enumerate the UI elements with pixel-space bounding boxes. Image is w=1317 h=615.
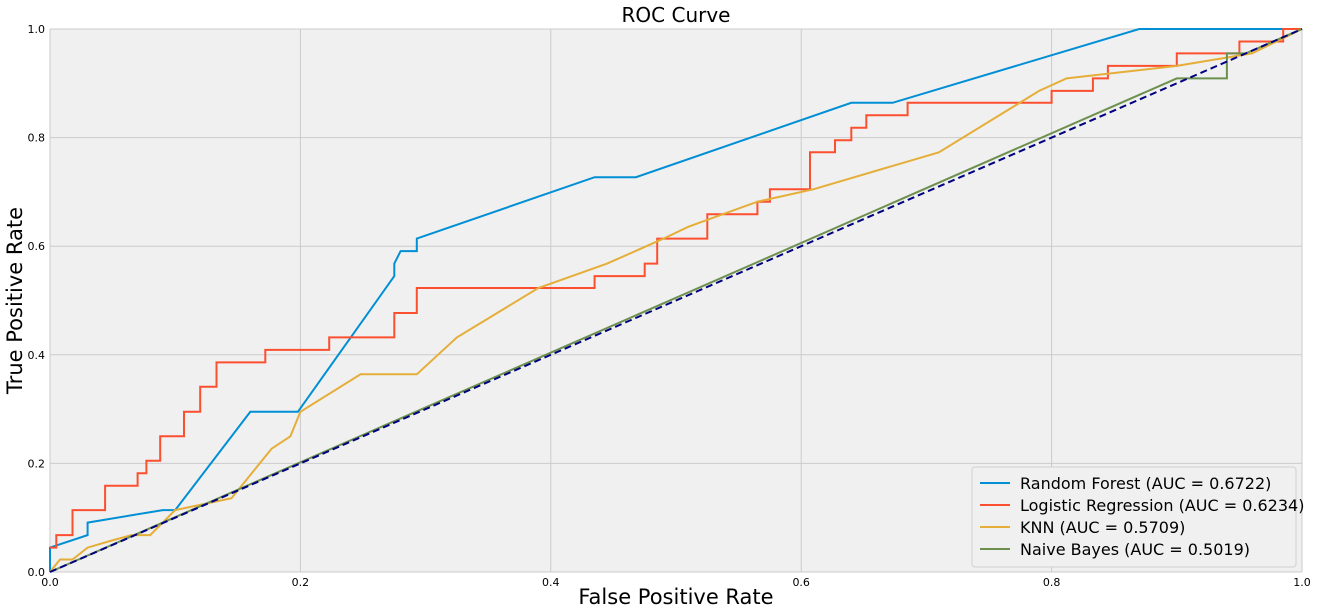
x-tick-label: 0.8	[1043, 576, 1061, 589]
y-tick-label: 0.0	[28, 566, 46, 579]
x-tick-label: 0.4	[542, 576, 560, 589]
x-tick-label: 0.0	[41, 576, 59, 589]
y-tick-labels: 0.0 0.2 0.4 0.6 0.8 1.0	[28, 23, 46, 579]
x-tick-label: 1.0	[1293, 576, 1311, 589]
x-axis-label: False Positive Rate	[578, 585, 773, 609]
legend-label-0: Random Forest (AUC = 0.6722)	[1020, 474, 1271, 493]
series-layer	[49, 28, 1303, 573]
series-line-0	[49, 28, 1302, 572]
y-tick-label: 0.2	[28, 457, 46, 470]
legend: Random Forest (AUC = 0.6722) Logistic Reg…	[971, 466, 1304, 568]
legend-label-2: KNN (AUC = 0.5709)	[1020, 518, 1185, 537]
x-tick-label: 0.6	[792, 576, 810, 589]
chart-title: ROC Curve	[622, 3, 731, 27]
x-tick-label: 0.2	[292, 576, 310, 589]
reference-diagonal-line	[49, 28, 1303, 573]
series-line-2	[49, 28, 1303, 573]
grid-lines	[49, 28, 1303, 573]
y-tick-label: 1.0	[28, 23, 46, 36]
y-tick-label: 0.6	[28, 240, 46, 253]
y-tick-label: 0.4	[28, 349, 46, 362]
legend-label-3: Naive Bayes (AUC = 0.5019)	[1020, 540, 1250, 559]
series-line-1	[50, 28, 1302, 549]
x-tick-labels: 0.0 0.2 0.4 0.6 0.8 1.0	[41, 576, 1311, 589]
y-tick-label: 0.8	[28, 132, 46, 145]
y-axis-label: True Positive Rate	[3, 207, 27, 395]
legend-box	[971, 466, 1297, 568]
legend-label-1: Logistic Regression (AUC = 0.6234)	[1020, 496, 1304, 515]
